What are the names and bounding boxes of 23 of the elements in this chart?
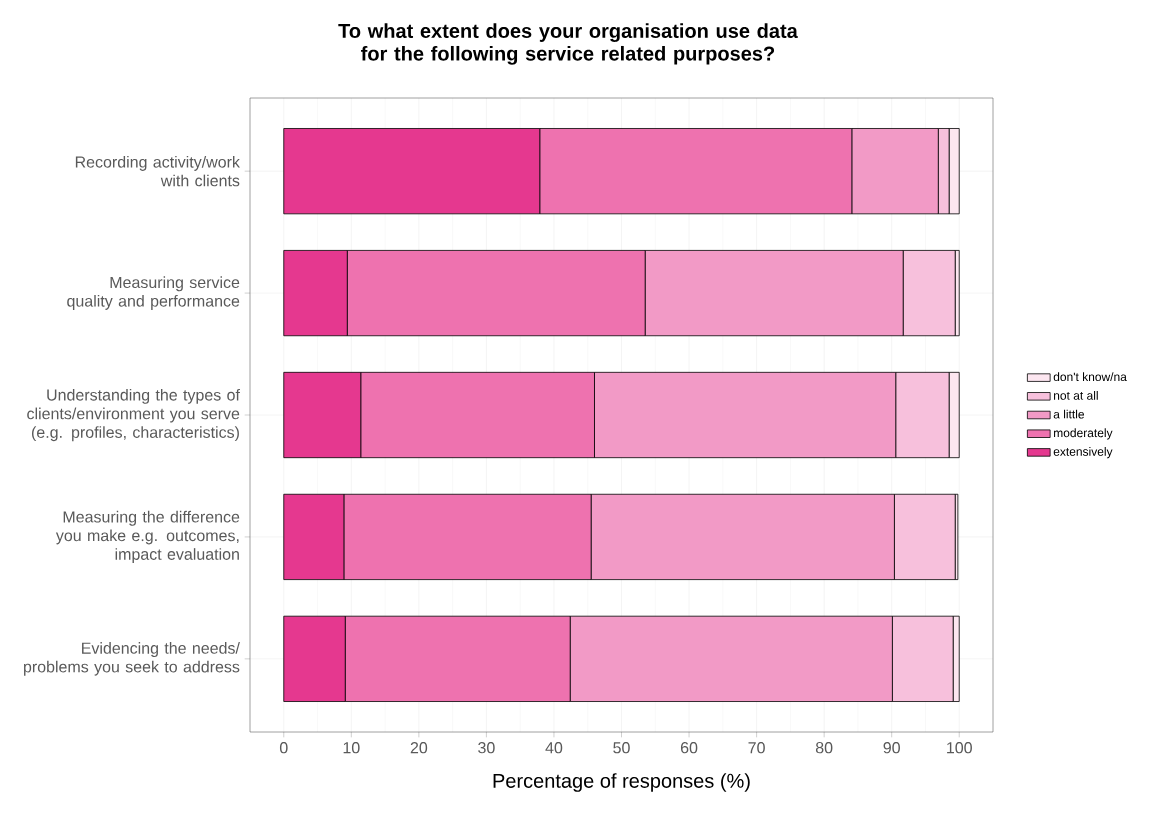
x-tick-label: 50 xyxy=(613,742,630,754)
x-tick-label: 0 xyxy=(279,742,288,754)
legend-label: moderately xyxy=(1054,428,1113,440)
y-tick-label: Understanding the types of clients/environment you serve (e.g. profiles, characteristics) xyxy=(27,388,240,442)
x-tick-label: 20 xyxy=(410,742,428,754)
legend-label: a little xyxy=(1053,409,1085,419)
y-tick-label: Evidencing the needs/ problems you seek to address xyxy=(23,642,240,676)
x-tick-label: 80 xyxy=(815,742,833,754)
legend-label: not at all xyxy=(1054,390,1098,400)
y-tick-label: Measuring service quality and performance xyxy=(67,276,240,310)
x-axis-title: Percentage of responses (%) xyxy=(493,773,750,792)
x-tick-label: 10 xyxy=(343,742,360,754)
y-tick-label: Measuring the difference you make e.g. outcomes, impact evaluation xyxy=(55,510,240,564)
legend-label: don't know/na xyxy=(1053,372,1127,382)
x-tick-label: 60 xyxy=(680,742,698,754)
x-tick-label: 70 xyxy=(748,742,765,754)
chart-title: To what extent does your organisation use data for the following service related purposes? xyxy=(338,23,798,65)
x-tick-label: 100 xyxy=(947,742,972,754)
x-tick-label: 40 xyxy=(545,742,563,754)
x-tick-label: 30 xyxy=(478,742,495,754)
x-tick-label: 90 xyxy=(883,742,900,754)
legend-label: extensively xyxy=(1053,447,1113,459)
y-tick-label: Recording activity/work with clients xyxy=(75,155,240,187)
